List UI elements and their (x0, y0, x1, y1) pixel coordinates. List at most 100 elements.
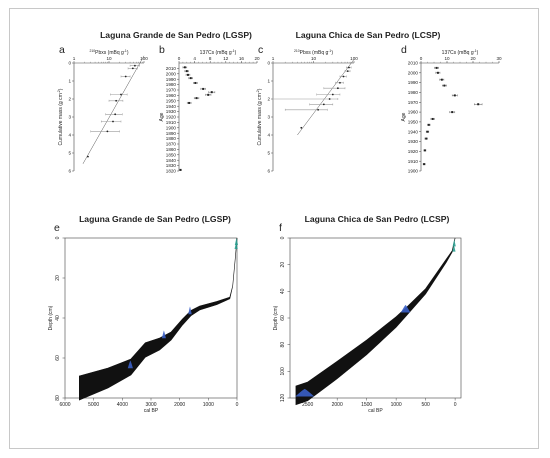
y-tick-label-b: 1830 (166, 163, 177, 168)
x-axis-label-part: ) (127, 50, 129, 56)
calibrated-date-e (161, 330, 166, 339)
surface-date-e (234, 242, 238, 249)
y-tick-label-b: 1840 (166, 158, 177, 163)
y-tick-label-a: 0 (68, 61, 71, 66)
x-tick-label-f: 1500 (361, 402, 372, 408)
x-tick-label-f: 0 (454, 402, 457, 408)
y-tick-label-e: 40 (55, 315, 61, 321)
y-tick-label-b: 1960 (166, 93, 177, 98)
data-point-a (120, 93, 122, 96)
data-point-d (477, 103, 480, 106)
data-point-c (348, 66, 350, 69)
data-point-b (207, 93, 210, 96)
data-point-b (202, 87, 205, 90)
data-point-a (124, 75, 127, 78)
x-tick-label-f: 2000 (332, 402, 343, 408)
x-tick-label-e: 0 (236, 402, 239, 408)
data-point-d (453, 94, 456, 97)
x-axis-label-part: -1 (328, 49, 331, 53)
x-tick-label-f: 1000 (391, 402, 402, 408)
y-tick-label-c: 3 (267, 115, 270, 120)
x-axis-label-part: -1 (124, 49, 127, 53)
data-point-b (185, 70, 188, 73)
y-tick-label-f: 120 (280, 394, 286, 403)
y-tick-label-b: 1880 (166, 136, 177, 141)
y-tick-label-d: 1980 (408, 90, 419, 95)
x-tick-label-c: 1 (272, 56, 275, 61)
y-tick-label-b: 1850 (166, 152, 177, 157)
x-tick-label-d: 20 (470, 56, 476, 61)
data-point-b (195, 97, 198, 100)
x-tick-label-d: 30 (496, 56, 502, 61)
y-tick-label-f: 20 (280, 262, 286, 268)
x-tick-label-d: 10 (444, 56, 450, 61)
y-tick-label-b: 2010 (166, 66, 177, 71)
panel-label-f: f (279, 222, 282, 234)
data-point-b (183, 66, 186, 69)
panel-e: e 6000 5000 4000 3000 2000 1000 0 0 20 40 60 80 cal B… (48, 222, 239, 414)
data-point-b (210, 91, 213, 94)
data-point-b (188, 101, 191, 104)
data-point-d (451, 111, 454, 114)
panel-label-a: a (59, 44, 65, 56)
y-axis-label-f: Depth (cm) (273, 305, 279, 330)
y-tick-label-d: 1960 (408, 110, 419, 115)
calibrated-date-e (127, 360, 133, 369)
data-point-a (87, 155, 89, 158)
title-lgsp-top: Laguna Grande de San Pedro (LGSP) (100, 30, 252, 40)
data-point-c (322, 103, 325, 106)
y-tick-label-c: 6 (267, 169, 270, 174)
y-axis-label-a: Cumulative mass (g cm-2) (57, 88, 64, 145)
fit-line-a (82, 55, 145, 164)
x-tick-label-b: 16 (239, 56, 245, 61)
x-tick-label-b: 20 (254, 56, 260, 61)
y-tick-label-c: 4 (267, 133, 270, 138)
y-tick-label-d: 2000 (408, 70, 419, 75)
surface-date-f (452, 239, 456, 247)
y-tick-label-c: 1 (267, 79, 270, 84)
data-point-b (194, 81, 197, 84)
y-tick-label-e: 80 (55, 395, 61, 401)
y-tick-label-a: 4 (68, 133, 71, 138)
x-axis-label-part: 137Cs (mBq g (200, 50, 232, 56)
data-point-a (131, 67, 134, 70)
y-tick-label-b: 1940 (166, 104, 177, 109)
panel-label-d: d (401, 44, 407, 56)
y-tick-label-d: 1990 (408, 80, 419, 85)
y-tick-label-a: 6 (68, 169, 71, 174)
y-tick-label-e: 60 (55, 355, 61, 361)
data-point-d (443, 84, 446, 87)
x-axis-label-part: ) (235, 50, 237, 56)
y-tick-label-b: 1990 (166, 77, 177, 82)
y-tick-label-f: 80 (280, 342, 286, 348)
x-axis-label-c: 210Pbxs (mBq g-1) (294, 49, 333, 56)
x-tick-label-e: 5000 (88, 402, 99, 408)
x-tick-label-e: 4000 (117, 402, 128, 408)
x-axis-label-part: ) (331, 50, 333, 56)
y-axis-label-part: Cumulative mass (g cm (257, 93, 263, 145)
data-point-c (336, 87, 339, 90)
x-axis-label-part: -1 (474, 49, 477, 53)
age-depth-envelope-e (79, 237, 238, 401)
plot-frame-f (289, 237, 462, 399)
y-axis-label-part: -2 (256, 90, 260, 93)
data-point-a (115, 99, 118, 102)
x-axis-label-part: ) (477, 50, 479, 56)
x-tick-label-b: 0 (178, 56, 181, 61)
y-tick-label-b: 1900 (166, 125, 177, 130)
y-tick-label-a: 3 (68, 115, 71, 120)
y-tick-label-c: 2 (267, 97, 270, 102)
y-axis-label-c: Cumulative mass (g cm-2) (256, 88, 263, 145)
panel-label-b: b (159, 44, 165, 56)
y-tick-label-b: 1930 (166, 109, 177, 114)
title-lcsp-bottom: Laguna Chica de San Pedro (LCSP) (305, 214, 450, 224)
data-point-b (186, 73, 189, 76)
y-tick-label-d: 1910 (408, 159, 419, 164)
y-axis-label-d: Age (401, 112, 407, 121)
y-tick-label-b: 1870 (166, 142, 177, 147)
x-tick-label-e: 6000 (59, 402, 70, 408)
x-tick-label-c: 100 (350, 56, 358, 61)
